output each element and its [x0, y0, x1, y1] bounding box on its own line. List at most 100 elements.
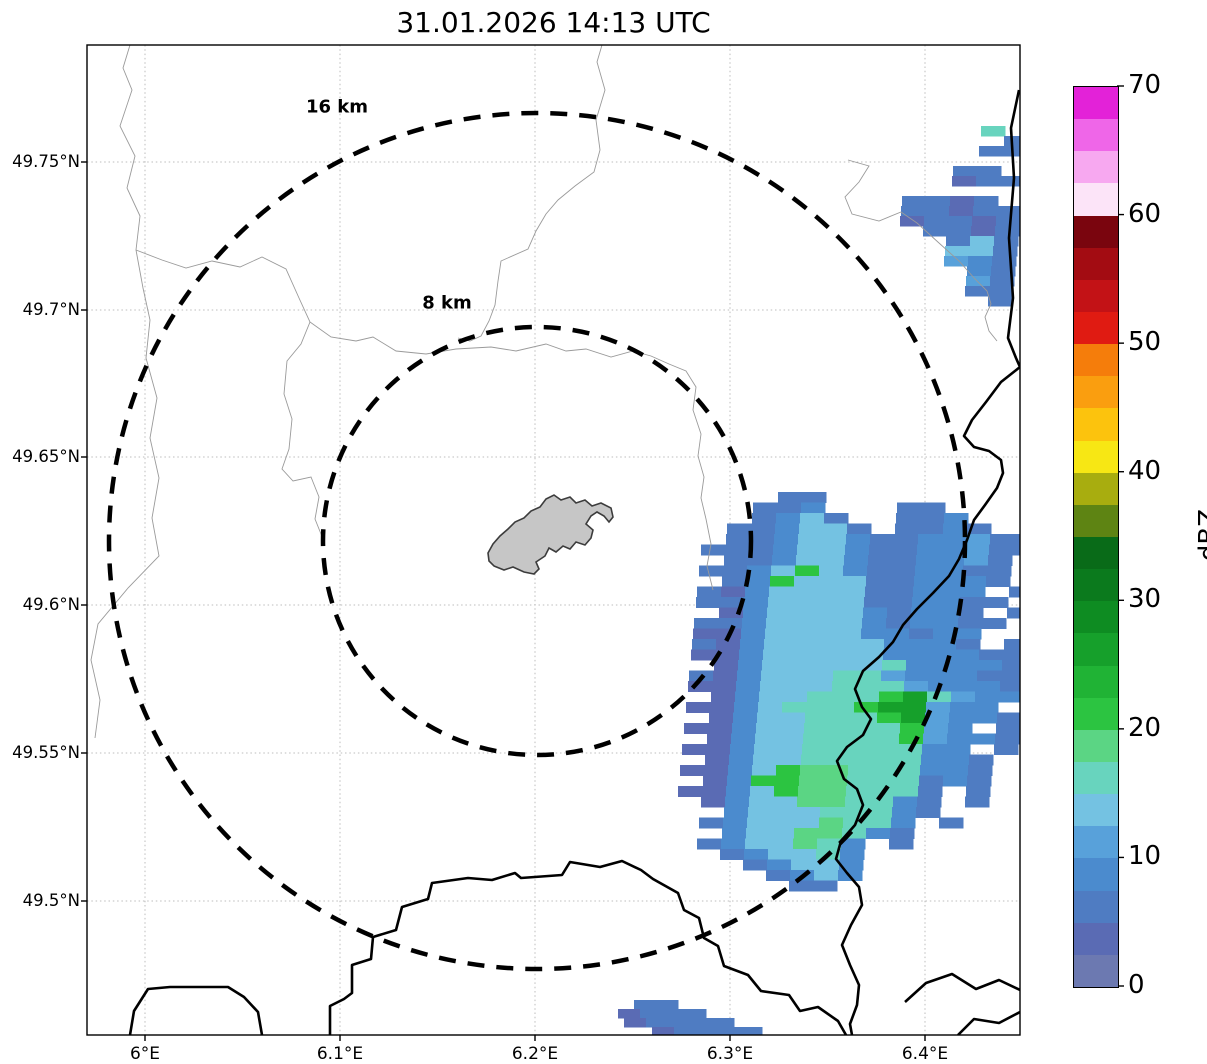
radar-cell: [652, 1027, 675, 1035]
radar-cell: [771, 817, 796, 829]
radar-cell: [744, 597, 769, 608]
radar-cell: [923, 733, 948, 745]
radar-cell: [978, 660, 1003, 671]
radar-cell: [747, 817, 772, 829]
radar-cell: [766, 870, 791, 881]
radar-cell: [819, 817, 844, 829]
radar-cell: [803, 733, 828, 745]
radar-cell: [726, 786, 751, 797]
radar-cell: [714, 660, 739, 671]
radar-cell: [779, 733, 804, 745]
radar-cell: [948, 216, 973, 227]
colorbar-tick-label: 10: [1128, 841, 1162, 872]
radar-cell: [972, 216, 997, 227]
radar-cell: [963, 565, 988, 577]
radar-cell: [710, 702, 735, 713]
radar-cell: [795, 565, 820, 577]
radar-cell: [958, 618, 983, 629]
radar-cell: [852, 723, 877, 734]
colorbar-segment: [1074, 279, 1118, 312]
radar-cell: [929, 670, 954, 682]
radar-cell: [936, 597, 961, 608]
radar-cell: [989, 544, 1014, 556]
radar-cell: [773, 544, 798, 556]
radar-cell: [916, 807, 941, 818]
radar-cell: [816, 597, 841, 608]
radar-cell: [763, 649, 788, 661]
radar-cell: [777, 502, 802, 514]
radar-cell: [812, 639, 837, 650]
radar-cell: [789, 628, 814, 640]
radar-cell: [739, 649, 764, 661]
radar-cell: [866, 828, 891, 839]
map-content-layer: [87, 45, 1020, 1035]
radar-cell: [690, 1018, 713, 1028]
radar-cell: [824, 765, 849, 776]
radar-cell: [828, 723, 853, 734]
colorbar-tick-label: 0: [1128, 970, 1145, 1000]
radar-cell: [894, 786, 919, 797]
radar-cell: [699, 565, 724, 577]
radar-cell: [802, 492, 827, 503]
radar-cell: [735, 691, 760, 703]
radar-cell: [859, 649, 884, 661]
radar-cell: [953, 166, 978, 177]
radar-cell: [656, 1000, 679, 1010]
radar-cell: [850, 744, 875, 755]
radar-cell: [732, 723, 757, 734]
radar-cell: [704, 765, 729, 776]
radar-cell: [767, 607, 792, 619]
radar-cell: [691, 649, 716, 661]
radar-cell: [900, 216, 925, 227]
radar-cell: [960, 597, 985, 608]
colorbar-segment: [1074, 118, 1118, 152]
radar-cell: [974, 196, 999, 207]
colorbar-tick-label: 60: [1128, 198, 1162, 229]
colorbar-segment: [1074, 600, 1118, 634]
radar-cell: [733, 712, 758, 724]
range-ring-8km-label: 8 km: [422, 292, 472, 314]
radar-cell: [989, 286, 1014, 297]
radar-cell: [776, 513, 801, 524]
radar-cell: [774, 534, 799, 545]
radar-cell: [951, 691, 976, 703]
radar-cell: [792, 849, 817, 860]
radar-cell: [748, 555, 773, 566]
radar-cell: [943, 775, 968, 787]
radar-cell: [969, 246, 994, 257]
radar-cell: [844, 807, 869, 818]
radar-cell: [944, 513, 969, 524]
radar-cell: [734, 702, 759, 713]
admin-boundary-line: [457, 45, 606, 342]
radar-cell: [993, 246, 1018, 257]
radar-cell: [871, 775, 896, 787]
radar-cell: [882, 660, 907, 671]
radar-cell: [759, 691, 784, 703]
radar-cell: [813, 628, 838, 640]
radar-cell: [775, 523, 800, 535]
radar-cell: [982, 618, 1007, 629]
radar-cell: [786, 660, 811, 671]
radar-cell: [784, 681, 809, 692]
radar-cell: [781, 712, 806, 724]
radar-cell: [881, 670, 906, 682]
radar-cell: [746, 576, 771, 587]
radar-cell: [731, 733, 756, 745]
radar-cell: [890, 576, 915, 587]
colorbar-tick-label: 40: [1128, 455, 1162, 486]
colorbar-segment: [1074, 922, 1118, 955]
radar-cell: [840, 849, 865, 860]
radar-cell: [760, 681, 785, 692]
radar-cell: [815, 607, 840, 619]
radar-cell: [872, 765, 897, 776]
radar-cell: [834, 660, 859, 671]
radar-cell: [792, 597, 817, 608]
radar-cell: [810, 660, 835, 671]
radar-cell: [845, 544, 870, 556]
radar-cell: [776, 765, 801, 776]
radar-cell: [987, 565, 1012, 577]
radar-cell: [796, 807, 821, 818]
radar-cell: [840, 597, 865, 608]
colorbar-segment: [1074, 182, 1118, 216]
